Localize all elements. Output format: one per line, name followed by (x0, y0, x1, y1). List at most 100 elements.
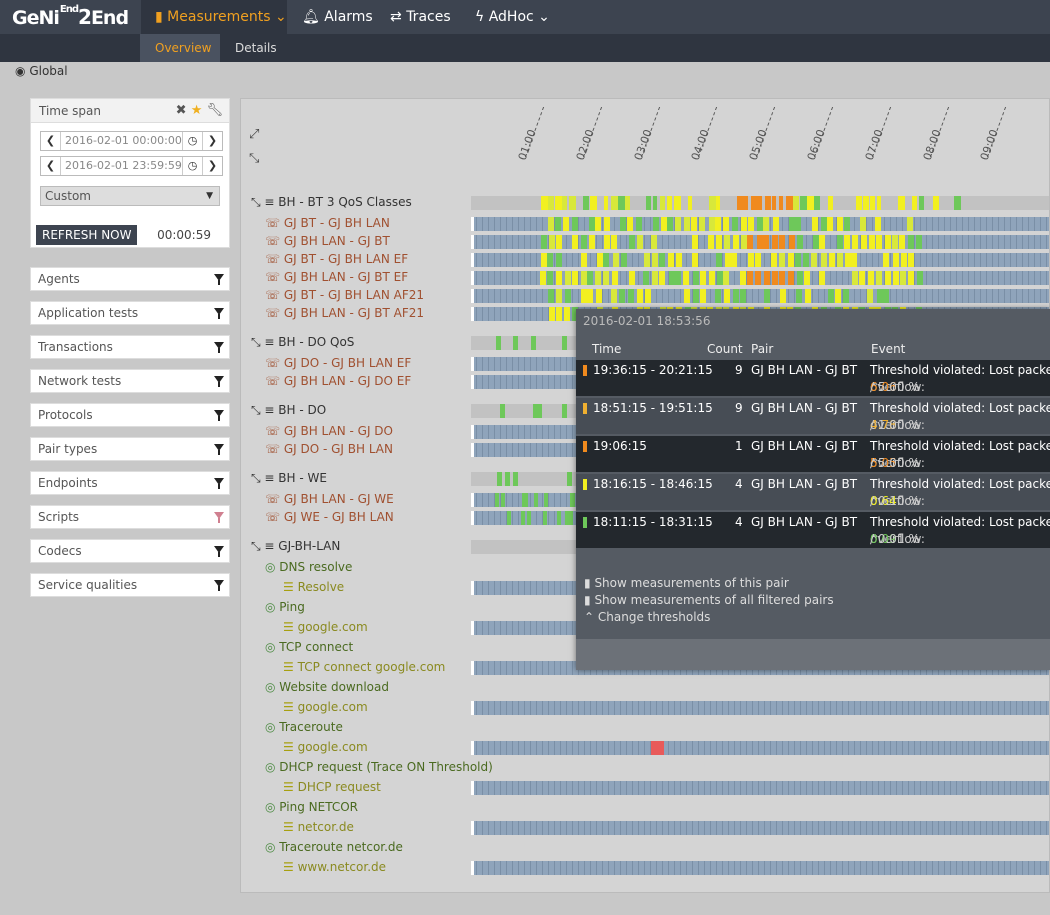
status-segment[interactable] (740, 271, 746, 285)
pair-row[interactable]: ☏ GJ DO - GJ BH LAN EF (265, 356, 412, 370)
timeline-bar[interactable] (471, 781, 1049, 795)
status-segment[interactable] (807, 196, 814, 210)
tooltip-row[interactable]: 18:51:15 - 19:51:15 9 GJ BH LAN - GJ BT … (576, 398, 1050, 434)
pair-row[interactable]: ☏ GJ BH LAN - GJ BT AF21 (265, 306, 425, 320)
status-segment[interactable] (885, 235, 891, 249)
status-segment[interactable] (724, 289, 730, 303)
status-segment[interactable] (652, 271, 658, 285)
status-segment[interactable] (507, 511, 511, 525)
status-segment[interactable] (674, 196, 681, 210)
status-segment[interactable] (521, 511, 525, 525)
status-segment[interactable] (557, 511, 561, 525)
status-segment[interactable] (565, 511, 569, 525)
status-segment[interactable] (629, 235, 635, 249)
chevron-left-icon[interactable]: ❮ (41, 132, 61, 150)
timeline-bar[interactable] (471, 892, 1050, 893)
status-segment[interactable] (779, 235, 785, 249)
status-segment[interactable] (540, 271, 546, 285)
status-segment[interactable] (912, 196, 917, 210)
status-segment[interactable] (741, 235, 747, 249)
status-segment[interactable] (590, 196, 597, 210)
subtest-row[interactable]: ☰ DHCP request (283, 780, 381, 794)
filter-icon[interactable] (214, 370, 224, 392)
status-segment[interactable] (779, 196, 783, 210)
status-segment[interactable] (813, 235, 819, 249)
status-segment[interactable] (541, 196, 548, 210)
status-segment[interactable] (891, 196, 895, 210)
status-segment[interactable] (709, 217, 715, 231)
status-segment[interactable] (603, 253, 609, 267)
status-segment[interactable] (905, 196, 911, 210)
pair-row[interactable]: ☏ GJ BT - GJ BH LAN AF21 (265, 288, 425, 302)
status-segment[interactable] (595, 271, 601, 285)
chevron-right-icon[interactable]: ❯ (202, 157, 222, 175)
status-segment[interactable] (595, 217, 601, 231)
status-segment[interactable] (675, 217, 681, 231)
status-segment[interactable] (604, 235, 610, 249)
pair-row[interactable]: ☏ GJ BH LAN - GJ DO (265, 424, 393, 438)
status-segment[interactable] (926, 196, 931, 210)
status-segment[interactable] (869, 235, 875, 249)
status-segment[interactable] (651, 235, 657, 249)
status-segment[interactable] (569, 511, 573, 525)
timeline-bar[interactable] (471, 217, 1049, 231)
status-segment[interactable] (496, 336, 501, 350)
filter-icon[interactable] (214, 540, 224, 562)
status-segment[interactable] (764, 271, 770, 285)
status-segment[interactable] (684, 289, 690, 303)
status-segment[interactable] (596, 289, 602, 303)
start-date-field[interactable]: ❮ 2016-02-01 00:00:00 ◷ ❯ (40, 131, 223, 151)
status-segment[interactable] (751, 196, 758, 210)
status-segment[interactable] (668, 253, 674, 267)
status-segment[interactable] (763, 235, 769, 249)
status-segment[interactable] (893, 271, 899, 285)
nav-traces[interactable]: ⇄ Traces (390, 9, 451, 25)
status-segment[interactable] (644, 253, 650, 267)
status-segment[interactable] (589, 217, 595, 231)
group-row[interactable]: ⤡ ≡ GJ-BH-LAN (251, 539, 341, 553)
status-segment[interactable] (835, 196, 841, 210)
status-segment[interactable] (883, 253, 889, 267)
status-segment[interactable] (636, 217, 642, 231)
timeline-bar[interactable] (471, 289, 1049, 303)
group-row[interactable]: ⤡ ≡ BH - DO (251, 403, 327, 417)
status-segment[interactable] (876, 235, 882, 249)
status-segment[interactable] (733, 289, 739, 303)
status-segment[interactable] (613, 253, 619, 267)
status-segment[interactable] (653, 217, 659, 231)
status-segment[interactable] (901, 253, 907, 267)
status-segment[interactable] (581, 235, 587, 249)
status-segment[interactable] (779, 253, 785, 267)
filter-pair-types[interactable]: Pair types (30, 437, 230, 461)
filter-application-tests[interactable]: Application tests (30, 301, 230, 325)
status-segment[interactable] (537, 404, 542, 418)
status-segment[interactable] (699, 217, 705, 231)
status-segment[interactable] (893, 253, 899, 267)
status-segment[interactable] (716, 196, 720, 210)
status-segment[interactable] (625, 196, 630, 210)
timeline-bar[interactable] (471, 841, 1049, 855)
status-segment[interactable] (876, 271, 882, 285)
status-segment[interactable] (681, 196, 687, 210)
status-segment[interactable] (522, 493, 526, 507)
status-segment[interactable] (684, 217, 690, 231)
status-segment[interactable] (587, 271, 593, 285)
status-segment[interactable] (565, 271, 571, 285)
status-segment[interactable] (612, 271, 618, 285)
test-row[interactable]: ◎ Ping NETCOR (265, 800, 358, 814)
status-segment[interactable] (533, 404, 538, 418)
status-segment[interactable] (829, 253, 835, 267)
status-segment[interactable] (877, 196, 881, 210)
status-segment[interactable] (556, 235, 562, 249)
tab-overview[interactable]: Overview (140, 34, 220, 62)
filter-icon[interactable] (214, 506, 224, 528)
test-row[interactable]: ◎ TCP connect (265, 640, 354, 654)
status-segment[interactable] (652, 253, 658, 267)
status-segment[interactable] (646, 196, 651, 210)
status-segment[interactable] (764, 289, 770, 303)
status-segment[interactable] (543, 511, 547, 525)
status-segment[interactable] (863, 196, 869, 210)
status-segment[interactable] (548, 196, 554, 210)
status-segment[interactable] (643, 271, 649, 285)
status-segment[interactable] (885, 271, 891, 285)
